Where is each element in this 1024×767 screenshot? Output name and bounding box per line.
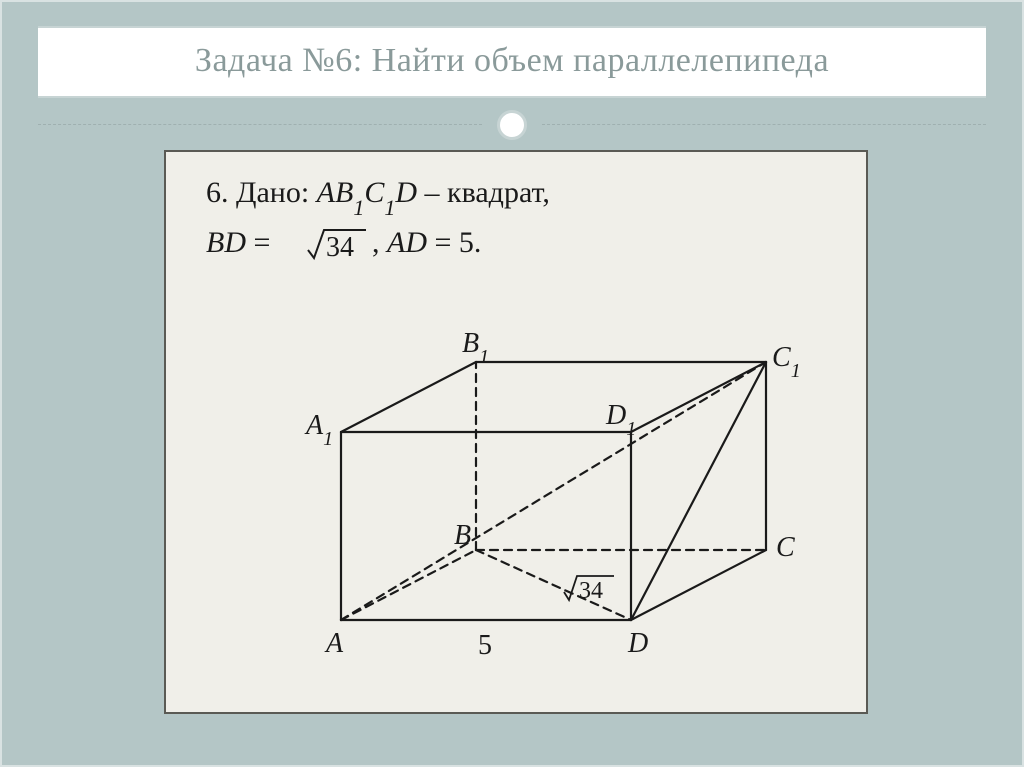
label-A: A <box>324 628 344 659</box>
given-prefix: Дано: <box>236 176 309 209</box>
label-C: C <box>776 532 795 563</box>
divider-left <box>38 124 482 125</box>
figure-svg: 6. Дано: AB1C1D – квадрат, BD = 34 , AD … <box>166 152 866 712</box>
divider-right <box>542 124 986 125</box>
title-band: Задача №6: Найти объем параллелепипеда <box>38 26 986 98</box>
label-B: B <box>454 520 471 551</box>
problem-panel: 6. Дано: AB1C1D – квадрат, BD = 34 , AD … <box>164 150 868 714</box>
problem-number: 6. <box>206 176 229 209</box>
label-D: D <box>627 628 648 659</box>
slide-title: Задача №6: Найти объем параллелепипеда <box>195 42 829 79</box>
problem-line2: BD = <box>206 226 270 259</box>
sqrt34-value: 34 <box>326 232 354 263</box>
label-AD-length: 5 <box>478 630 492 661</box>
problem-line2b: , AD = 5. <box>372 226 481 259</box>
divider-ring-icon <box>497 110 527 140</box>
slide-frame: Задача №6: Найти объем параллелепипеда 6… <box>0 0 1024 767</box>
bd-sqrt-value: 34 <box>579 578 603 604</box>
